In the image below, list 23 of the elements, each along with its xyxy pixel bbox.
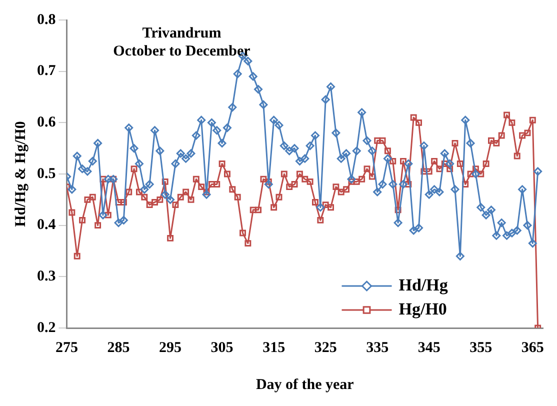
x-tick-label: 325 bbox=[314, 340, 337, 356]
x-tick-label: 365 bbox=[521, 340, 544, 356]
x-tick-label: 345 bbox=[418, 340, 440, 356]
legend-label: Hg/H0 bbox=[398, 299, 447, 318]
y-tick-label: 0.4 bbox=[37, 217, 56, 234]
x-tick-label: 275 bbox=[56, 340, 78, 356]
y-tick-label: 0.8 bbox=[37, 12, 56, 28]
x-tick-label: 285 bbox=[107, 340, 130, 356]
chart-title: Trivandrum bbox=[142, 25, 222, 42]
y-tick-label: 0.7 bbox=[37, 63, 56, 80]
x-tick-label: 305 bbox=[210, 340, 234, 356]
y-tick-label: 0.2 bbox=[37, 320, 56, 336]
x-axis-title: Day of the year bbox=[256, 376, 354, 393]
x-tick-label: 335 bbox=[366, 340, 389, 356]
x-tick-label: 315 bbox=[262, 340, 286, 356]
y-tick-label: 0.6 bbox=[37, 114, 56, 131]
x-tick-label: 355 bbox=[470, 340, 492, 356]
y-tick-label: 0.3 bbox=[37, 268, 56, 285]
legend-label: Hd/Hg bbox=[398, 275, 448, 294]
x-tick-label: 295 bbox=[159, 340, 182, 356]
y-tick-label: 0.5 bbox=[37, 166, 56, 182]
text: October to December bbox=[113, 43, 251, 60]
y-axis-title: Hd/Hg & Hg/H0 bbox=[12, 121, 29, 227]
